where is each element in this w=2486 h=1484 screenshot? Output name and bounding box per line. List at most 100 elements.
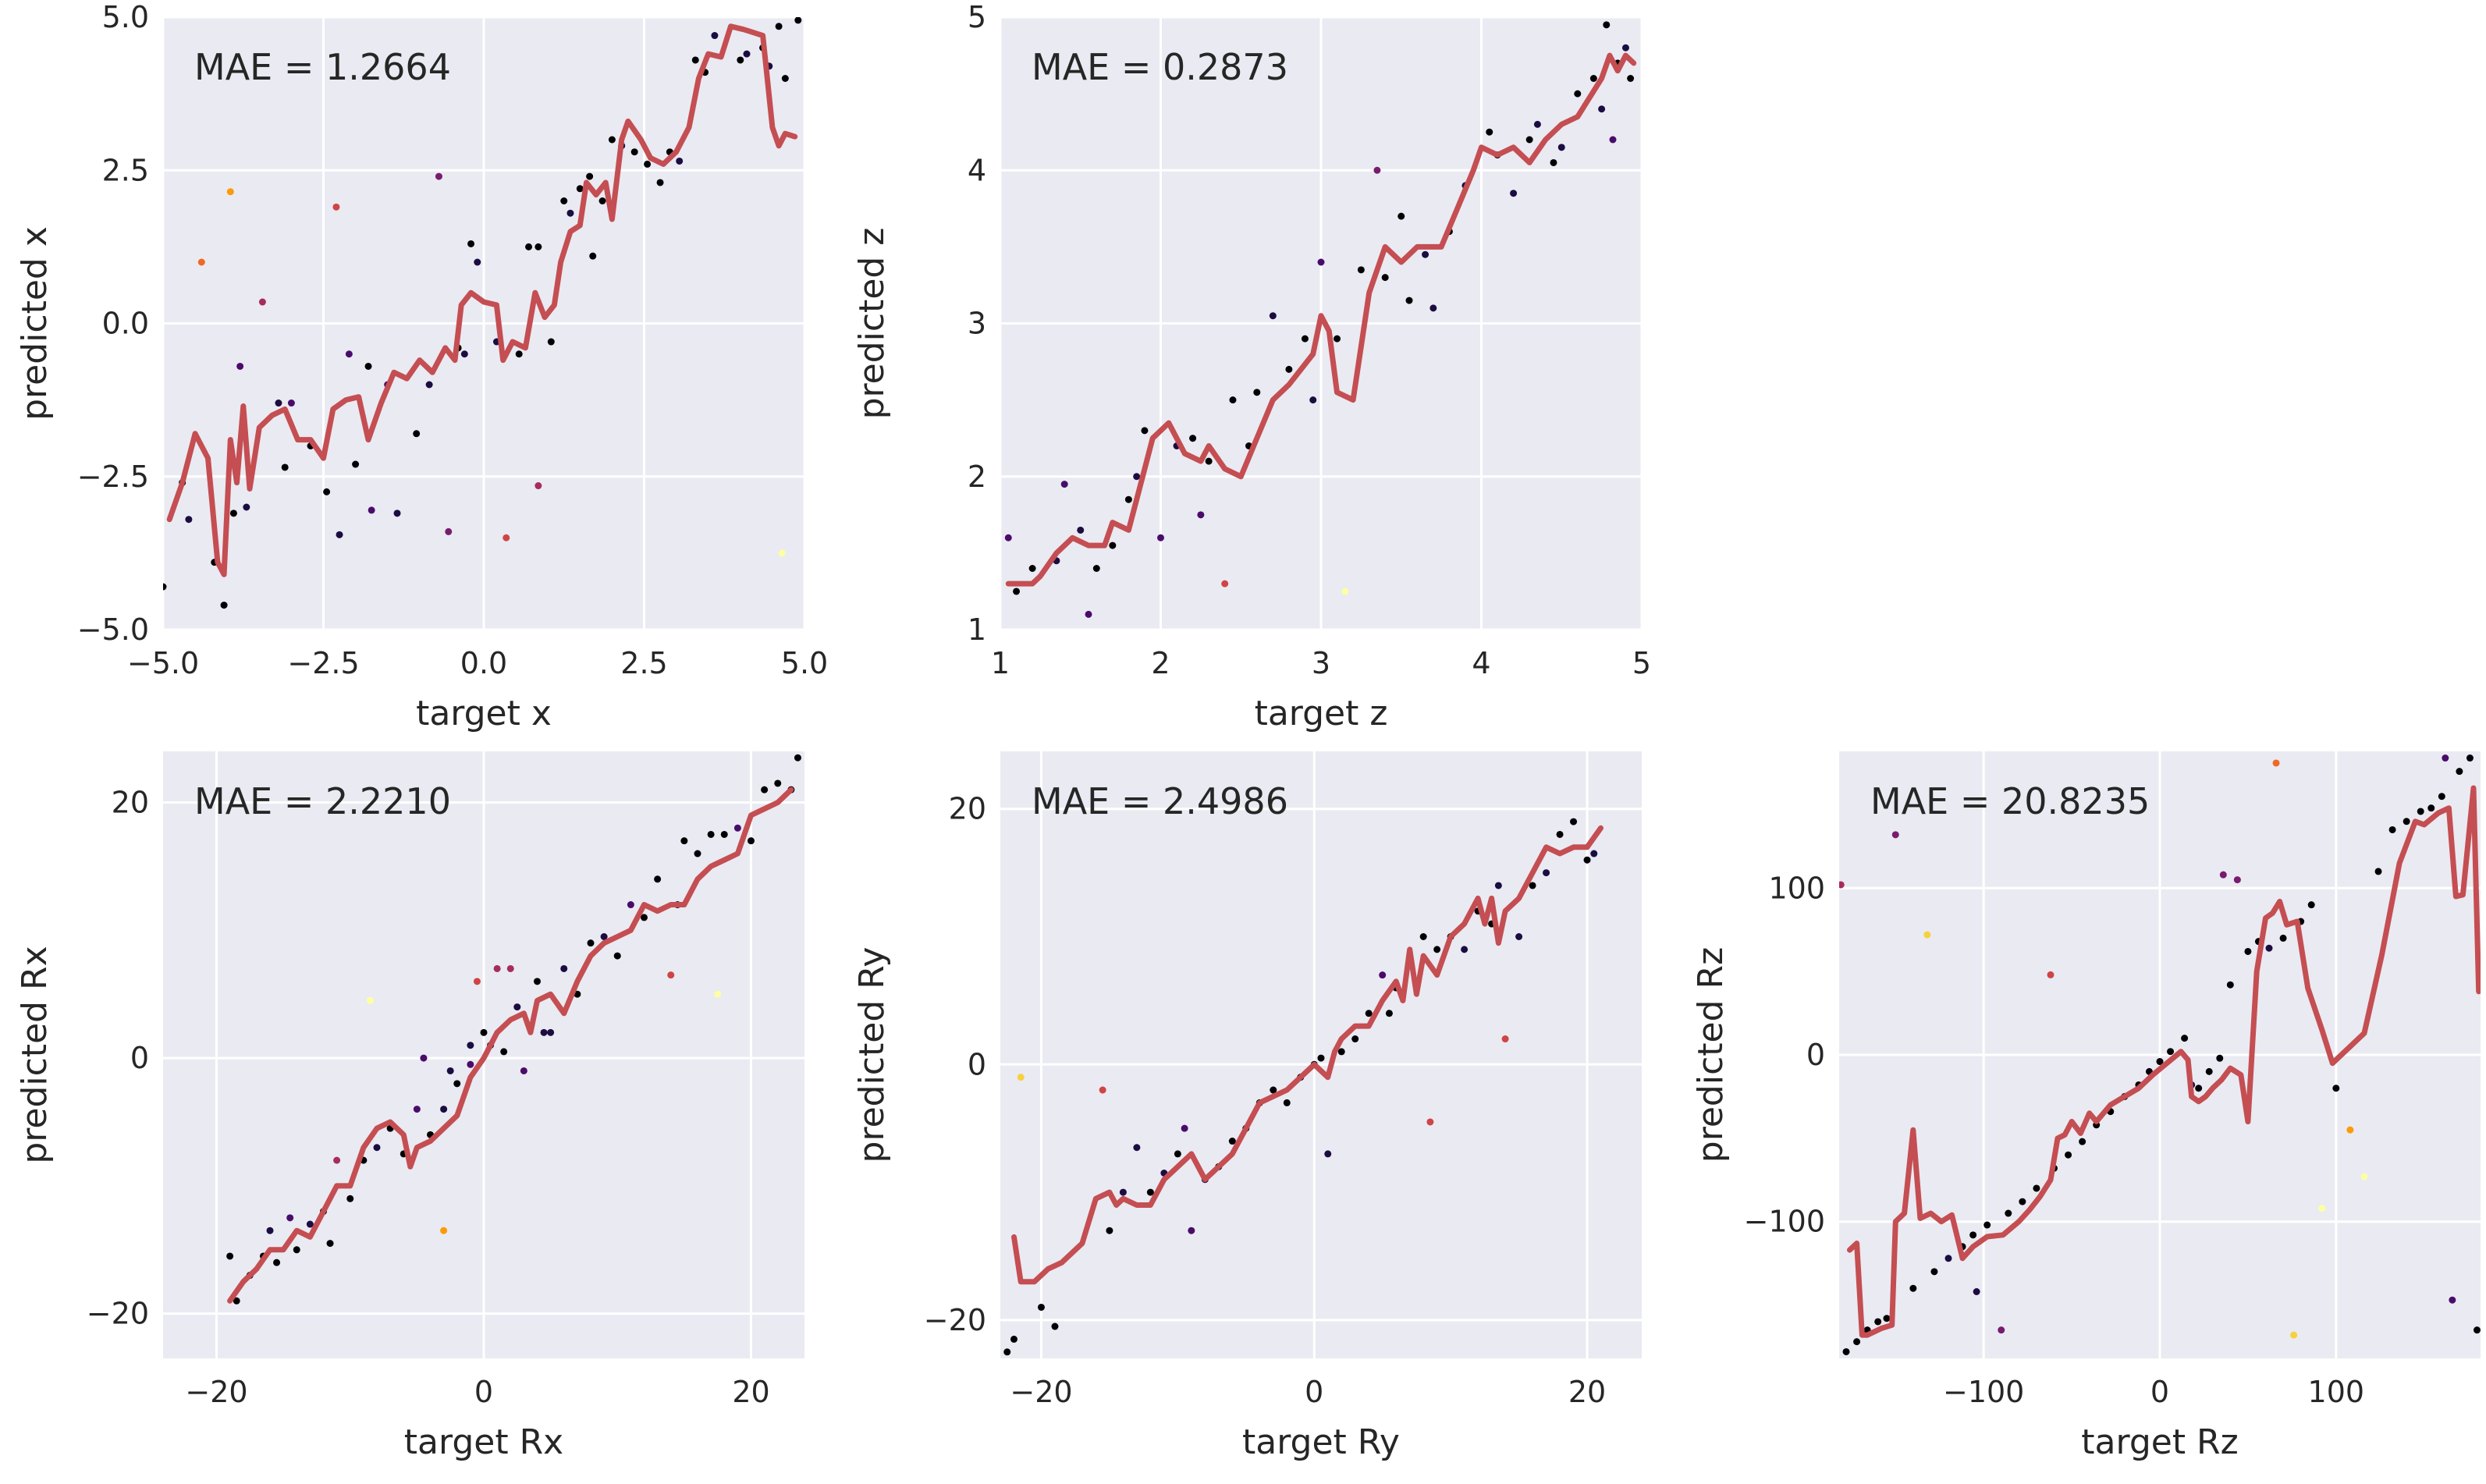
scatter-point bbox=[440, 1106, 448, 1113]
scatter-point bbox=[641, 914, 648, 921]
scatter-point bbox=[1060, 481, 1068, 488]
trend-line bbox=[1011, 825, 1603, 1285]
scatter-point bbox=[1003, 1348, 1011, 1356]
mae-annotation: MAE = 0.2873 bbox=[1032, 46, 1288, 88]
scatter-point bbox=[233, 1297, 240, 1305]
scatter-point bbox=[287, 399, 295, 407]
scatter-point bbox=[711, 32, 719, 40]
scatter-point bbox=[1543, 869, 1550, 877]
x-tick-label: 3 bbox=[1312, 646, 1330, 680]
y-axis-label: predicted Rx bbox=[15, 946, 55, 1163]
scatter-point bbox=[2272, 759, 2280, 767]
scatter-point bbox=[794, 754, 801, 762]
scatter-point bbox=[586, 172, 594, 180]
y-axis-label: predicted z bbox=[852, 228, 892, 420]
scatter-point bbox=[1426, 1118, 1434, 1126]
mae-annotation: MAE = 1.2664 bbox=[194, 46, 451, 88]
scatter-point bbox=[2065, 1151, 2072, 1159]
scatter-point bbox=[226, 188, 234, 196]
scatter-point bbox=[1181, 1124, 1188, 1132]
scatter-point bbox=[1842, 1347, 1850, 1355]
scatter-point bbox=[1429, 304, 1437, 312]
x-tick-label: 0 bbox=[474, 1375, 493, 1409]
scatter-point bbox=[1627, 75, 1635, 82]
scatter-point bbox=[2403, 818, 2410, 825]
scatter-point bbox=[306, 1220, 314, 1228]
y-tick-label: 0 bbox=[1806, 1038, 1825, 1072]
trend-line bbox=[1005, 52, 1637, 587]
scatter-point bbox=[2195, 1085, 2203, 1092]
scatter-point bbox=[2290, 1331, 2298, 1339]
mae-annotation: MAE = 2.4986 bbox=[1032, 780, 1288, 822]
scatter-point bbox=[2233, 876, 2241, 884]
x-tick-label: 100 bbox=[2308, 1375, 2365, 1409]
scatter-point bbox=[1004, 534, 1012, 541]
scatter-point bbox=[2244, 947, 2252, 955]
scatter-point bbox=[2332, 1085, 2340, 1092]
scatter-point bbox=[2279, 934, 2287, 942]
scatter-point bbox=[547, 1028, 555, 1036]
scatter-point bbox=[1119, 1188, 1127, 1196]
scatter-point bbox=[1010, 1335, 1017, 1343]
scatter-point bbox=[778, 549, 786, 557]
x-axis-label: target Ry bbox=[1242, 1422, 1400, 1462]
y-tick-label: −5.0 bbox=[77, 612, 149, 647]
x-tick-label: −20 bbox=[1010, 1375, 1072, 1409]
trend-line bbox=[227, 786, 794, 1304]
scatter-point bbox=[1037, 1303, 1045, 1311]
scatter-point bbox=[1998, 1326, 2005, 1334]
scatter-point bbox=[743, 50, 751, 58]
scatter-point bbox=[2473, 1326, 2481, 1334]
x-tick-label: 0 bbox=[2150, 1375, 2169, 1409]
scatter-point bbox=[1317, 258, 1325, 266]
scatter-point bbox=[467, 240, 475, 247]
panel-target-rz: −100 0 100 −100 0 100 target Rz predicted Rz MAE… bbox=[1691, 751, 2481, 1462]
scatter-point bbox=[2374, 868, 2382, 875]
scatter-point bbox=[1973, 1288, 1980, 1296]
scatter-point bbox=[326, 1240, 334, 1248]
scatter-point bbox=[467, 1042, 474, 1049]
scatter-point bbox=[453, 1080, 461, 1088]
scatter-point bbox=[1351, 1035, 1359, 1043]
scatter-point bbox=[1501, 1035, 1509, 1043]
scatter-point bbox=[1589, 75, 1597, 82]
scatter-point bbox=[2019, 1198, 2026, 1205]
x-tick-label: 1 bbox=[991, 646, 1010, 680]
scatter-point bbox=[630, 148, 638, 156]
scatter-point bbox=[587, 939, 595, 947]
scatter-point bbox=[1373, 166, 1381, 174]
scatter-point bbox=[720, 830, 728, 838]
scatter-point bbox=[1317, 1054, 1325, 1062]
scatter-point bbox=[2307, 901, 2315, 909]
scatter-point bbox=[2219, 871, 2227, 879]
scatter-point bbox=[1385, 1010, 1393, 1017]
scatter-point bbox=[445, 527, 453, 535]
y-tick-label: 20 bbox=[949, 792, 986, 826]
y-axis-label: predicted Ry bbox=[852, 947, 892, 1163]
scatter-point bbox=[352, 460, 360, 468]
scatter-point bbox=[2047, 971, 2055, 978]
scatter-point bbox=[1283, 1099, 1291, 1106]
scatter-point bbox=[1874, 1318, 1882, 1326]
scatter-point bbox=[2388, 825, 2396, 833]
scatter-point bbox=[1494, 882, 1502, 889]
scatter-point bbox=[1141, 427, 1149, 435]
scatter-point bbox=[1381, 274, 1389, 282]
scatter-point bbox=[1433, 946, 1441, 953]
data-layer bbox=[163, 17, 802, 609]
scatter-point bbox=[714, 990, 722, 998]
scatter-point bbox=[2079, 1138, 2086, 1145]
scatter-point bbox=[1051, 1322, 1059, 1330]
scatter-point bbox=[1529, 882, 1536, 889]
scatter-point bbox=[1550, 158, 1557, 166]
scatter-point bbox=[293, 1246, 300, 1254]
scatter-point bbox=[520, 1067, 527, 1074]
scatter-point bbox=[2216, 1054, 2224, 1062]
scatter-point bbox=[480, 1028, 488, 1036]
scatter-point bbox=[366, 996, 374, 1004]
scatter-point bbox=[1379, 971, 1387, 979]
scatter-point bbox=[656, 179, 664, 186]
scatter-point bbox=[373, 1144, 381, 1152]
scatter-point bbox=[467, 1060, 474, 1068]
